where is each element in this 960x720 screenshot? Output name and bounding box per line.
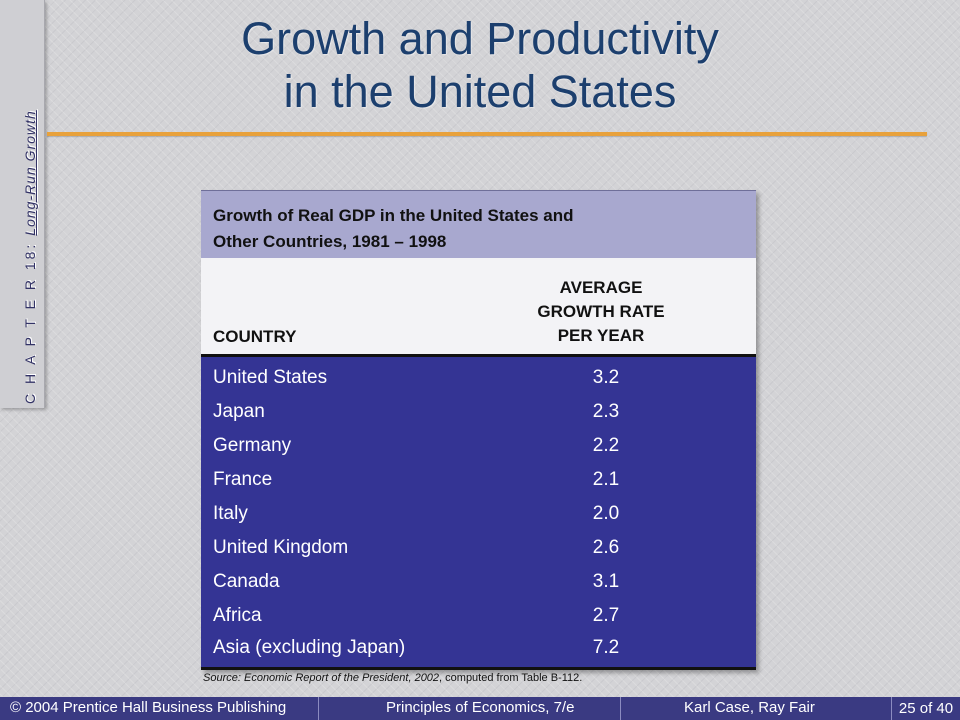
country-cell: Africa <box>213 605 262 626</box>
table-row: Canada 3.1 <box>201 565 756 599</box>
table-header: COUNTRY AVERAGE GROWTH RATE PER YEAR <box>201 258 756 354</box>
country-cell: Asia (excluding Japan) <box>213 637 406 658</box>
growth-rate-cell: 7.2 <box>592 637 620 658</box>
growth-rate-cell: 3.2 <box>592 367 620 388</box>
table-row: Africa 2.7 <box>201 599 756 633</box>
country-cell: Japan <box>213 401 265 422</box>
table-caption-line-1: Growth of Real GDP in the United States … <box>213 206 574 225</box>
table-row: France 2.1 <box>201 463 756 497</box>
growth-rate-cell: 3.1 <box>592 571 620 592</box>
source-report: Economic Report of the President, 2002 <box>243 672 440 684</box>
footer-copyright: © 2004 Prentice Hall Business Publishing <box>10 699 287 716</box>
chapter-topic: Long-Run Growth <box>22 110 38 236</box>
table-row: United Kingdom 2.6 <box>201 531 756 565</box>
table-row: Asia (excluding Japan) 7.2 <box>201 631 756 665</box>
source-note: Source: Economic Report of the President… <box>203 672 582 684</box>
slide-title: Growth and Productivity in the United St… <box>140 12 820 118</box>
footer-divider <box>620 697 621 720</box>
column-header-growth-rate: AVERAGE GROWTH RATE PER YEAR <box>481 276 721 348</box>
column-header-growth-rate-line-3: PER YEAR <box>557 326 645 345</box>
page-indicator: 25 of 40 <box>891 697 960 720</box>
country-cell: Italy <box>213 503 248 524</box>
slide-title-line-2: in the United States <box>283 66 677 117</box>
table-row: United States 3.2 <box>201 361 756 395</box>
country-cell: United States <box>213 367 328 388</box>
source-label: Source: <box>203 672 241 684</box>
country-cell: United Kingdom <box>213 537 349 558</box>
slide-footer: © 2004 Prentice Hall Business Publishing… <box>0 697 960 720</box>
growth-rate-cell: 2.1 <box>592 469 620 490</box>
growth-rate-cell: 2.7 <box>592 605 620 626</box>
table-body: United States 3.2 Japan 2.3 Germany 2.2 … <box>201 354 756 670</box>
table-row: Japan 2.3 <box>201 395 756 429</box>
growth-rate-cell: 2.2 <box>592 435 620 456</box>
footer-book-title: Principles of Economics, 7/e <box>386 699 575 716</box>
column-header-country: COUNTRY <box>213 327 297 346</box>
column-header-growth-rate-line-1: AVERAGE <box>559 278 643 297</box>
slide-title-line-1: Growth and Productivity <box>241 13 719 64</box>
growth-rate-cell: 2.6 <box>592 537 620 558</box>
table-row: Italy 2.0 <box>201 497 756 531</box>
table-row: Germany 2.2 <box>201 429 756 463</box>
country-cell: Germany <box>213 435 292 456</box>
footer-authors: Karl Case, Ray Fair <box>684 699 815 716</box>
growth-rate-cell: 2.0 <box>592 503 620 524</box>
chapter-number: C H A P T E R 18: <box>22 241 38 404</box>
table-caption: Growth of Real GDP in the United States … <box>201 190 756 258</box>
table-caption-line-2: Other Countries, 1981 – 1998 <box>213 232 447 251</box>
gdp-growth-table: Growth of Real GDP in the United States … <box>201 190 756 670</box>
footer-divider <box>318 697 319 720</box>
chapter-sidebar: C H A P T E R 18: Long-Run Growth <box>0 0 45 408</box>
country-cell: France <box>213 469 273 490</box>
chapter-label: C H A P T E R 18: Long-Run Growth <box>22 110 38 404</box>
country-cell: Canada <box>213 571 280 592</box>
source-detail: , computed from Table B-112. <box>439 672 583 684</box>
title-divider <box>47 132 927 136</box>
growth-rate-cell: 2.3 <box>592 401 620 422</box>
column-header-growth-rate-line-2: GROWTH RATE <box>537 302 665 321</box>
